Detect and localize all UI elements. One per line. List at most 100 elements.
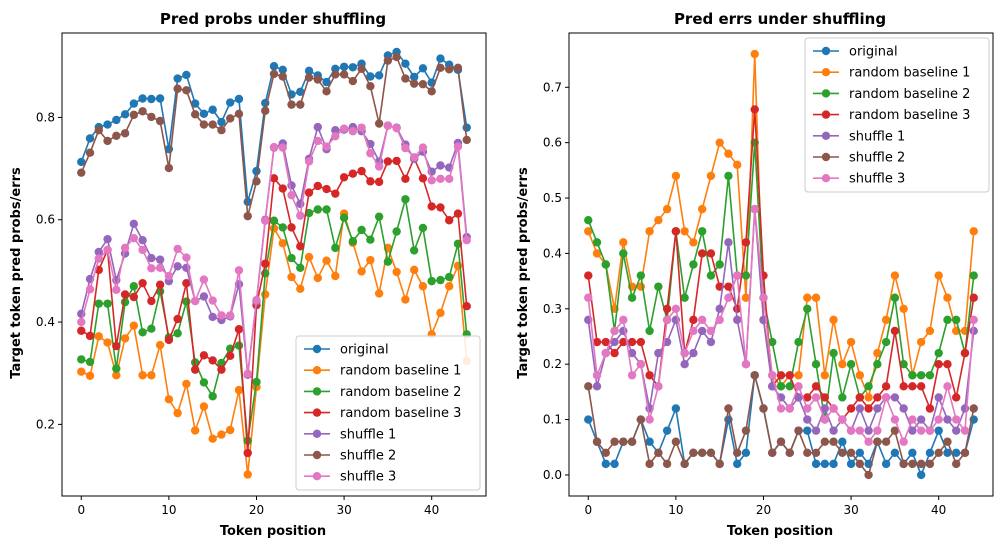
data-point	[278, 223, 287, 232]
data-point	[331, 70, 340, 79]
data-point	[592, 437, 602, 446]
legend-marker	[821, 46, 831, 56]
data-point	[838, 393, 847, 402]
data-point	[401, 195, 410, 204]
data-point	[304, 208, 314, 218]
data-point	[445, 216, 454, 225]
data-point	[697, 204, 707, 214]
legend-marker	[312, 344, 322, 354]
data-point	[94, 254, 103, 263]
data-point	[890, 326, 900, 336]
data-point	[662, 304, 672, 314]
data-point	[190, 426, 200, 435]
legend-marker	[821, 110, 831, 119]
data-point	[436, 54, 445, 63]
data-point	[199, 120, 209, 129]
data-point	[304, 73, 314, 82]
data-point	[864, 426, 873, 435]
data-point	[208, 296, 217, 305]
data-point	[94, 299, 103, 308]
data-point	[278, 72, 287, 81]
data-point	[155, 263, 165, 273]
legend-entry: shuffle 3	[813, 172, 905, 187]
plot-frame	[568, 32, 994, 497]
data-point	[366, 82, 375, 91]
y-tick-label: 0.4	[543, 246, 562, 260]
data-point	[269, 69, 279, 79]
data-point	[173, 244, 182, 254]
data-point	[322, 87, 331, 96]
data-point	[164, 395, 174, 404]
data-point	[759, 404, 768, 413]
legend-marker	[312, 387, 322, 396]
series-shuffle-3	[584, 204, 978, 446]
data-point	[969, 404, 978, 413]
data-point	[199, 378, 209, 387]
data-point	[820, 404, 829, 413]
data-point	[199, 292, 209, 301]
data-point	[436, 161, 445, 170]
data-point	[776, 382, 786, 391]
data-point	[715, 138, 724, 147]
data-point	[934, 359, 943, 369]
data-point	[952, 415, 961, 424]
data-point	[112, 115, 121, 125]
data-point	[768, 371, 777, 380]
data-point	[750, 49, 759, 59]
y-tick-label: 0.6	[36, 213, 55, 227]
data-point	[77, 317, 86, 327]
data-point	[794, 382, 803, 391]
data-point	[864, 393, 873, 402]
data-point	[269, 142, 279, 152]
legend-entry: shuffle 2	[813, 151, 905, 166]
data-point	[934, 415, 943, 424]
series-random-baseline-3	[77, 154, 471, 458]
data-point	[138, 94, 147, 103]
legend-entry: random baseline 3	[813, 108, 970, 123]
series-shuffle-2	[77, 52, 471, 221]
data-point	[436, 308, 445, 318]
data-point	[829, 315, 838, 325]
data-point	[313, 136, 322, 146]
data-point	[129, 110, 139, 120]
data-point	[392, 267, 401, 277]
data-point	[147, 371, 156, 380]
data-point	[741, 359, 751, 369]
y-axis-label: Target token pred probs/errs	[9, 167, 24, 379]
data-point	[741, 448, 751, 457]
data-point	[234, 341, 244, 350]
data-point	[138, 278, 147, 288]
data-point	[173, 84, 182, 93]
data-point	[147, 264, 156, 273]
data-point	[724, 171, 733, 181]
data-point	[304, 252, 314, 262]
data-point	[94, 247, 103, 257]
data-point	[846, 404, 856, 413]
data-point	[261, 259, 270, 268]
legend-label: shuffle 2	[849, 151, 905, 166]
legend-label: shuffle 2	[340, 449, 396, 464]
data-point	[103, 338, 112, 347]
data-point	[217, 126, 226, 135]
data-point	[724, 293, 733, 302]
data-point	[199, 109, 209, 119]
data-point	[366, 149, 375, 158]
data-point	[190, 296, 200, 306]
data-point	[715, 315, 724, 325]
data-point	[969, 293, 978, 302]
data-point	[952, 315, 961, 325]
data-point	[584, 227, 593, 236]
data-point	[969, 326, 978, 336]
data-point	[943, 415, 952, 424]
data-point	[427, 202, 436, 211]
data-point	[243, 369, 252, 378]
data-point	[619, 238, 628, 247]
data-point	[741, 426, 751, 435]
data-point	[943, 293, 952, 302]
data-point	[357, 166, 366, 176]
data-point	[584, 293, 593, 302]
data-point	[348, 237, 358, 246]
data-point	[733, 315, 742, 325]
data-point	[969, 227, 978, 236]
data-point	[601, 260, 610, 269]
